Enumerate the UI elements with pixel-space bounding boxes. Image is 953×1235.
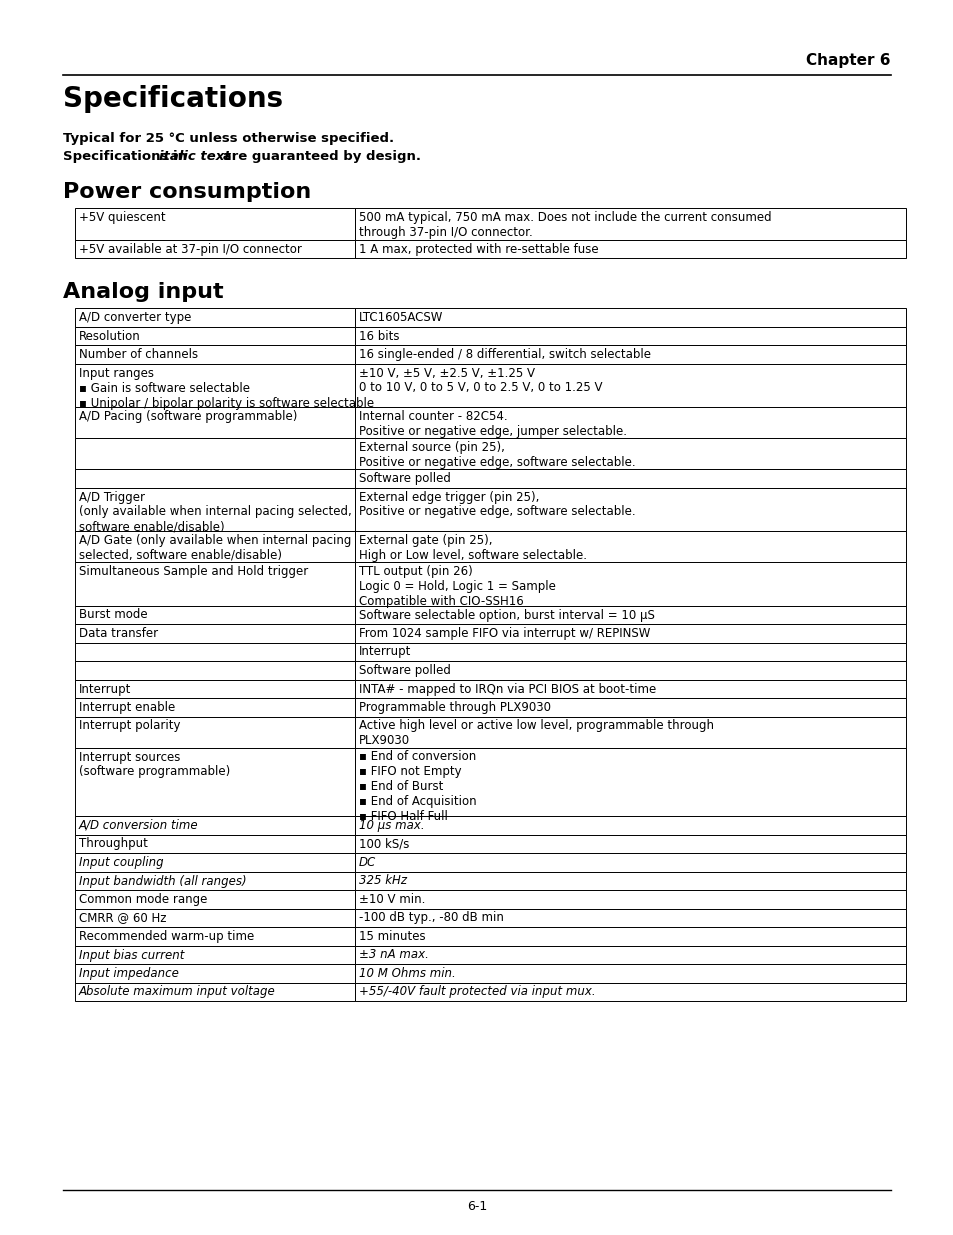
Text: A/D Gate (only available when internal pacing
selected, software enable/disable): A/D Gate (only available when internal p…	[79, 534, 351, 562]
Bar	[355, 624, 905, 642]
Text: Software polled: Software polled	[358, 664, 451, 677]
Bar	[355, 909, 905, 927]
Bar	[355, 531, 905, 562]
Text: +55/-40V fault protected via input mux.: +55/-40V fault protected via input mux.	[358, 986, 595, 999]
Bar	[75, 408, 355, 438]
Text: Absolute maximum input voltage: Absolute maximum input voltage	[79, 986, 275, 999]
Text: 10 μs max.: 10 μs max.	[358, 819, 424, 832]
Text: Software polled: Software polled	[358, 472, 451, 485]
Bar	[355, 679, 905, 698]
Text: Interrupt: Interrupt	[358, 646, 411, 658]
Bar	[355, 661, 905, 679]
Text: ±3 nA max.: ±3 nA max.	[358, 948, 429, 962]
Text: 10 M Ohms min.: 10 M Ohms min.	[358, 967, 456, 981]
Text: ▪ End of conversion
▪ FIFO not Empty
▪ End of Burst
▪ End of Acquisition
▪ FIFO : ▪ End of conversion ▪ FIFO not Empty ▪ E…	[358, 751, 476, 824]
Text: Input bias current: Input bias current	[79, 948, 184, 962]
Bar	[355, 816, 905, 835]
Bar	[75, 747, 355, 816]
Text: Data transfer: Data transfer	[79, 627, 158, 640]
Text: ±10 V, ±5 V, ±2.5 V, ±1.25 V
0 to 10 V, 0 to 5 V, 0 to 2.5 V, 0 to 1.25 V: ±10 V, ±5 V, ±2.5 V, ±1.25 V 0 to 10 V, …	[358, 367, 602, 394]
Bar	[75, 207, 355, 240]
Text: Input bandwidth (all ranges): Input bandwidth (all ranges)	[79, 874, 247, 888]
Bar	[355, 469, 905, 488]
Text: Input coupling: Input coupling	[79, 856, 164, 869]
Text: Specifications: Specifications	[63, 85, 283, 112]
Text: Input impedance: Input impedance	[79, 967, 179, 981]
Bar	[75, 716, 355, 747]
Bar	[355, 872, 905, 890]
Bar	[355, 747, 905, 816]
Text: 500 mA typical, 750 mA max. Does not include the current consumed
through 37-pin: 500 mA typical, 750 mA max. Does not inc…	[358, 211, 771, 240]
Text: +5V available at 37-pin I/O connector: +5V available at 37-pin I/O connector	[79, 243, 301, 256]
Bar	[75, 308, 355, 326]
Bar	[355, 308, 905, 326]
Bar	[355, 326, 905, 345]
Text: From 1024 sample FIFO via interrupt w/ REPINSW: From 1024 sample FIFO via interrupt w/ R…	[358, 627, 650, 640]
Bar	[355, 240, 905, 258]
Text: 16 single-ended / 8 differential, switch selectable: 16 single-ended / 8 differential, switch…	[358, 348, 650, 361]
Text: Throughput: Throughput	[79, 837, 148, 851]
Text: External edge trigger (pin 25),
Positive or negative edge, software selectable.: External edge trigger (pin 25), Positive…	[358, 490, 635, 519]
Text: Interrupt: Interrupt	[79, 683, 132, 695]
Text: Burst mode: Burst mode	[79, 609, 148, 621]
Bar	[355, 853, 905, 872]
Text: ±10 V min.: ±10 V min.	[358, 893, 425, 906]
Text: Interrupt polarity: Interrupt polarity	[79, 720, 180, 732]
Text: Internal counter - 82C54.
Positive or negative edge, jumper selectable.: Internal counter - 82C54. Positive or ne…	[358, 410, 626, 438]
Text: Active high level or active low level, programmable through
PLX9030: Active high level or active low level, p…	[358, 720, 713, 747]
Bar	[75, 853, 355, 872]
Bar	[355, 946, 905, 965]
Bar	[75, 816, 355, 835]
Text: 15 minutes: 15 minutes	[358, 930, 425, 944]
Bar	[75, 909, 355, 927]
Text: Interrupt sources
(software programmable): Interrupt sources (software programmable…	[79, 751, 230, 778]
Text: External gate (pin 25),
High or Low level, software selectable.: External gate (pin 25), High or Low leve…	[358, 534, 586, 562]
Bar	[355, 438, 905, 469]
Text: TTL output (pin 26)
Logic 0 = Hold, Logic 1 = Sample
Compatible with CIO-SSH16: TTL output (pin 26) Logic 0 = Hold, Logi…	[358, 564, 556, 608]
Text: 1 A max, protected with re-settable fuse: 1 A max, protected with re-settable fuse	[358, 243, 598, 256]
Bar	[75, 835, 355, 853]
Bar	[75, 469, 355, 488]
Text: INTA# - mapped to IRQn via PCI BIOS at boot-time: INTA# - mapped to IRQn via PCI BIOS at b…	[358, 683, 656, 695]
Bar	[355, 363, 905, 408]
Text: 6-1: 6-1	[466, 1200, 487, 1213]
Text: Power consumption: Power consumption	[63, 182, 311, 203]
Text: Number of channels: Number of channels	[79, 348, 198, 361]
Text: External source (pin 25),
Positive or negative edge, software selectable.: External source (pin 25), Positive or ne…	[358, 441, 635, 469]
Text: Chapter 6: Chapter 6	[805, 53, 890, 68]
Bar	[75, 946, 355, 965]
Text: Common mode range: Common mode range	[79, 893, 207, 906]
Bar	[355, 562, 905, 605]
Bar	[355, 698, 905, 716]
Bar	[75, 240, 355, 258]
Text: A/D conversion time: A/D conversion time	[79, 819, 198, 832]
Text: are guaranteed by design.: are guaranteed by design.	[218, 149, 420, 163]
Bar	[75, 438, 355, 469]
Bar	[75, 872, 355, 890]
Text: 16 bits: 16 bits	[358, 330, 399, 342]
Text: italic text: italic text	[159, 149, 231, 163]
Bar	[75, 488, 355, 531]
Bar	[355, 965, 905, 983]
Bar	[355, 642, 905, 661]
Text: DC: DC	[358, 856, 375, 869]
Text: 100 kS/s: 100 kS/s	[358, 837, 409, 851]
Bar	[355, 605, 905, 624]
Text: Software selectable option, burst interval = 10 μS: Software selectable option, burst interv…	[358, 609, 654, 621]
Text: Recommended warm-up time: Recommended warm-up time	[79, 930, 254, 944]
Bar	[75, 965, 355, 983]
Text: Simultaneous Sample and Hold trigger: Simultaneous Sample and Hold trigger	[79, 564, 308, 578]
Bar	[75, 642, 355, 661]
Bar	[75, 562, 355, 605]
Text: Interrupt enable: Interrupt enable	[79, 701, 175, 714]
Bar	[355, 983, 905, 1002]
Text: Specifications in: Specifications in	[63, 149, 192, 163]
Text: Resolution: Resolution	[79, 330, 141, 342]
Text: -100 dB typ., -80 dB min: -100 dB typ., -80 dB min	[358, 911, 503, 925]
Bar	[75, 326, 355, 345]
Bar	[355, 927, 905, 946]
Bar	[75, 605, 355, 624]
Bar	[75, 679, 355, 698]
Text: CMRR @ 60 Hz: CMRR @ 60 Hz	[79, 911, 167, 925]
Bar	[355, 716, 905, 747]
